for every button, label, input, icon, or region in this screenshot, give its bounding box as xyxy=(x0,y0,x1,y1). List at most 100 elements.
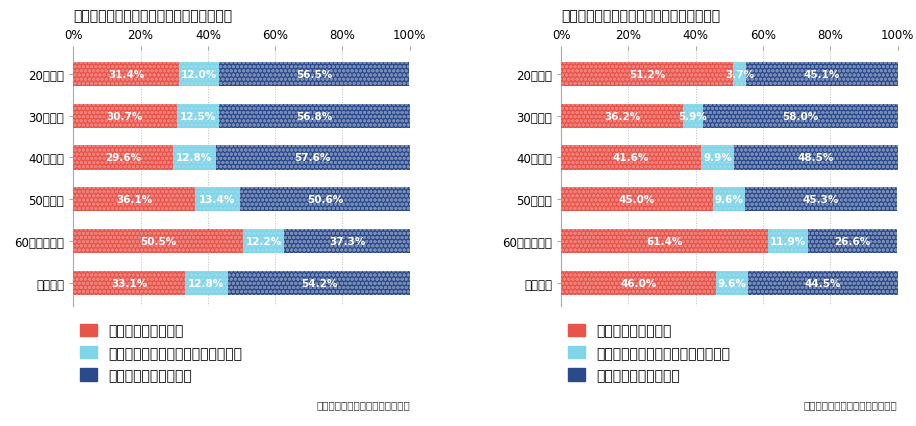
Bar xyxy=(748,271,898,295)
Text: 48.5%: 48.5% xyxy=(798,153,834,163)
Bar xyxy=(195,188,240,212)
Bar xyxy=(73,104,177,129)
Bar xyxy=(562,104,683,129)
Text: 12.8%: 12.8% xyxy=(176,153,213,163)
Bar xyxy=(562,229,768,253)
Text: 33.1%: 33.1% xyxy=(111,278,147,288)
Bar xyxy=(73,146,173,170)
Bar xyxy=(748,271,898,295)
Bar xyxy=(562,188,713,212)
Text: 12.5%: 12.5% xyxy=(180,112,216,121)
Bar xyxy=(701,146,735,170)
Text: 50.6%: 50.6% xyxy=(307,195,344,205)
Text: 45.1%: 45.1% xyxy=(803,70,840,80)
Bar xyxy=(244,229,284,253)
Bar xyxy=(240,188,410,212)
Text: 13.4%: 13.4% xyxy=(199,195,235,205)
Text: 12.0%: 12.0% xyxy=(181,70,217,80)
Legend: 定期的に行っている, 以前は行っていたが今はしていない, ほとんど行っていない: 定期的に行っている, 以前は行っていたが今はしていない, ほとんど行っていない xyxy=(568,324,730,383)
Bar xyxy=(716,271,748,295)
Bar xyxy=(73,229,244,253)
Bar xyxy=(73,271,185,295)
Bar xyxy=(228,271,410,295)
Text: 26.6%: 26.6% xyxy=(834,236,871,246)
Bar xyxy=(703,104,898,129)
Bar xyxy=(745,188,898,212)
Bar xyxy=(244,229,284,253)
Bar xyxy=(683,104,703,129)
Text: 12.8%: 12.8% xyxy=(188,278,224,288)
Text: ソフトブレーン・フィールド調べ: ソフトブレーン・フィールド調べ xyxy=(804,399,898,409)
Text: 31.4%: 31.4% xyxy=(108,70,145,80)
Text: 41.6%: 41.6% xyxy=(613,153,649,163)
Text: 50.5%: 50.5% xyxy=(140,236,177,246)
Text: 57.6%: 57.6% xyxy=(295,153,331,163)
Bar xyxy=(562,146,701,170)
Text: 58.0%: 58.0% xyxy=(782,112,819,121)
Text: 51.2%: 51.2% xyxy=(629,70,665,80)
Bar xyxy=(73,188,195,212)
Text: 36.2%: 36.2% xyxy=(604,112,640,121)
Bar xyxy=(562,229,768,253)
Bar xyxy=(562,271,716,295)
Bar xyxy=(228,271,410,295)
Text: 54.2%: 54.2% xyxy=(300,278,337,288)
Text: ウォーキングの実施状況について（女性）: ウォーキングの実施状況について（女性） xyxy=(73,10,233,23)
Bar xyxy=(73,271,185,295)
Bar xyxy=(185,271,228,295)
Bar xyxy=(768,229,808,253)
Bar xyxy=(73,104,177,129)
Bar xyxy=(219,63,409,87)
Bar xyxy=(745,188,898,212)
Text: ウォーキングの実施状況について（男性）: ウォーキングの実施状況について（男性） xyxy=(562,10,720,23)
Text: 61.4%: 61.4% xyxy=(647,236,682,246)
Text: ソフトブレーン・フィールド調べ: ソフトブレーン・フィールド調べ xyxy=(316,399,409,409)
Bar xyxy=(195,188,240,212)
Bar xyxy=(746,63,898,87)
Bar xyxy=(179,63,219,87)
Text: 29.6%: 29.6% xyxy=(105,153,141,163)
Text: 46.0%: 46.0% xyxy=(620,278,657,288)
Bar xyxy=(734,63,746,87)
Text: 9.6%: 9.6% xyxy=(714,195,743,205)
Bar xyxy=(713,188,745,212)
Bar xyxy=(713,188,745,212)
Bar xyxy=(185,271,228,295)
Text: 37.3%: 37.3% xyxy=(329,236,365,246)
Text: 12.2%: 12.2% xyxy=(245,236,282,246)
Bar xyxy=(284,229,409,253)
Bar xyxy=(808,229,898,253)
Bar xyxy=(562,146,701,170)
Bar xyxy=(746,63,898,87)
Bar xyxy=(734,63,746,87)
Bar xyxy=(562,63,734,87)
Bar xyxy=(73,188,195,212)
Bar xyxy=(562,63,734,87)
Text: 5.9%: 5.9% xyxy=(679,112,707,121)
Text: 9.9%: 9.9% xyxy=(703,153,732,163)
Bar xyxy=(179,63,219,87)
Bar xyxy=(562,188,713,212)
Legend: 定期的に行っている, 以前は行っていたが今はしていない, ほとんど行っていない: 定期的に行っている, 以前は行っていたが今はしていない, ほとんど行っていない xyxy=(81,324,242,383)
Bar xyxy=(683,104,703,129)
Bar xyxy=(219,104,409,129)
Bar xyxy=(173,146,216,170)
Bar xyxy=(716,271,748,295)
Bar xyxy=(177,104,219,129)
Bar xyxy=(562,104,683,129)
Text: 9.6%: 9.6% xyxy=(718,278,747,288)
Bar xyxy=(284,229,409,253)
Text: 45.3%: 45.3% xyxy=(803,195,839,205)
Bar xyxy=(177,104,219,129)
Text: 56.5%: 56.5% xyxy=(296,70,333,80)
Bar xyxy=(73,63,179,87)
Text: 44.5%: 44.5% xyxy=(805,278,842,288)
Bar xyxy=(216,146,409,170)
Bar xyxy=(73,146,173,170)
Bar xyxy=(562,271,716,295)
Text: 45.0%: 45.0% xyxy=(618,195,655,205)
Bar xyxy=(701,146,735,170)
Text: 56.8%: 56.8% xyxy=(296,112,333,121)
Bar xyxy=(240,188,410,212)
Bar xyxy=(735,146,898,170)
